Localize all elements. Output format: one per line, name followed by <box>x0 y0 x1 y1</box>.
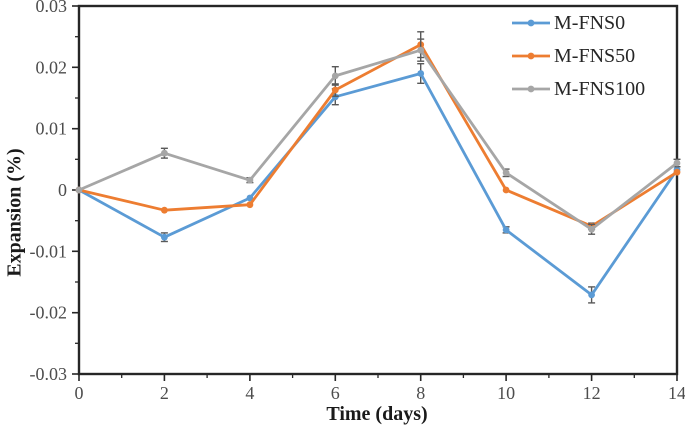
legend-marker-icon <box>527 52 535 60</box>
legend-marker-icon <box>527 85 535 93</box>
legend-label: M-FNS0 <box>554 12 625 34</box>
x-tick-label: 14 <box>668 383 685 403</box>
legend-label: M-FNS100 <box>554 78 645 100</box>
series-markers-M-FNS0 <box>75 70 681 299</box>
series-markers-M-FNS50 <box>75 41 681 230</box>
legend-label: M-FNS50 <box>554 45 635 67</box>
y-tick-label: -0.03 <box>30 364 68 384</box>
error-bars-M-FNS0 <box>160 63 596 304</box>
x-tick-label: 8 <box>416 383 425 403</box>
y-tick-label: -0.02 <box>30 303 68 323</box>
x-tick-label: 10 <box>497 383 515 403</box>
y-tick-label: 0.02 <box>36 57 68 77</box>
tick-labels: 0.03 0.02 0.01 0 -0.01 -0.02 -0.03 0 2 4 6 8 10 12 14 <box>30 0 685 403</box>
legend-marker-icon <box>527 19 535 27</box>
legend-item-M-FNS50: M-FNS50 <box>512 45 635 67</box>
x-tick-label: 2 <box>160 383 169 403</box>
series-line-M-FNS50 <box>77 43 679 228</box>
y-tick-label: 0.01 <box>36 119 68 139</box>
legend-item-M-FNS0: M-FNS0 <box>512 12 625 34</box>
x-tick-label: 6 <box>331 383 340 403</box>
series-line-M-FNS100 <box>77 48 679 231</box>
series-line-M-FNS0 <box>77 72 679 297</box>
x-tick-label: 0 <box>75 383 84 403</box>
x-tick-label: 4 <box>245 383 254 403</box>
legend: M-FNS0 M-FNS50 M-FNS100 <box>512 12 645 100</box>
y-tick-label: -0.01 <box>30 241 68 261</box>
series-markers-M-FNS100 <box>75 46 681 233</box>
x-tick-label: 12 <box>583 383 601 403</box>
y-tick-label: 0.03 <box>36 0 68 16</box>
legend-item-M-FNS100: M-FNS100 <box>512 78 645 100</box>
y-tick-label: 0 <box>58 180 67 200</box>
